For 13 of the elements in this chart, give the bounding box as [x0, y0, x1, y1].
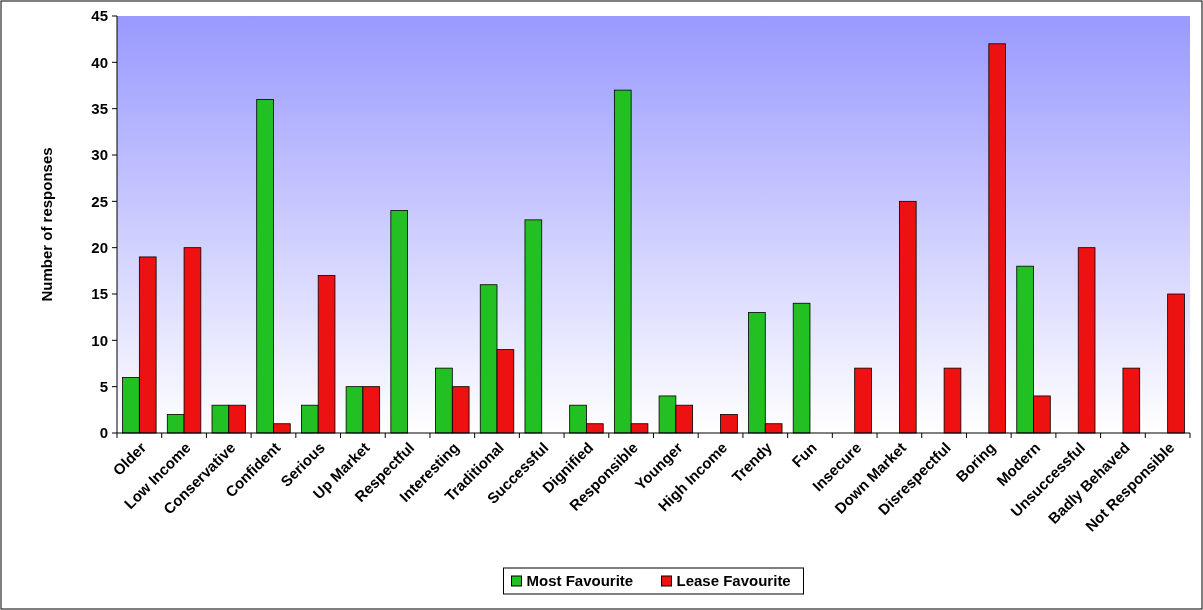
y-tick-label: 25 [91, 192, 108, 210]
y-tick-label: 40 [91, 53, 108, 71]
y-tick-label: 10 [91, 331, 108, 349]
y-tick-label: 5 [99, 377, 108, 395]
y-tick-label: 20 [91, 238, 108, 256]
legend-label: Most Favourite [526, 572, 634, 590]
y-tick-label: 15 [91, 285, 108, 303]
y-tick-label: 30 [91, 146, 108, 164]
legend-label: Lease Favourite [676, 572, 791, 590]
y-tick-label: 45 [91, 7, 108, 25]
y-tick-label: 35 [91, 99, 108, 117]
y-tick-label: 0 [99, 424, 108, 442]
y-axis-title: Number of responses [38, 147, 55, 302]
